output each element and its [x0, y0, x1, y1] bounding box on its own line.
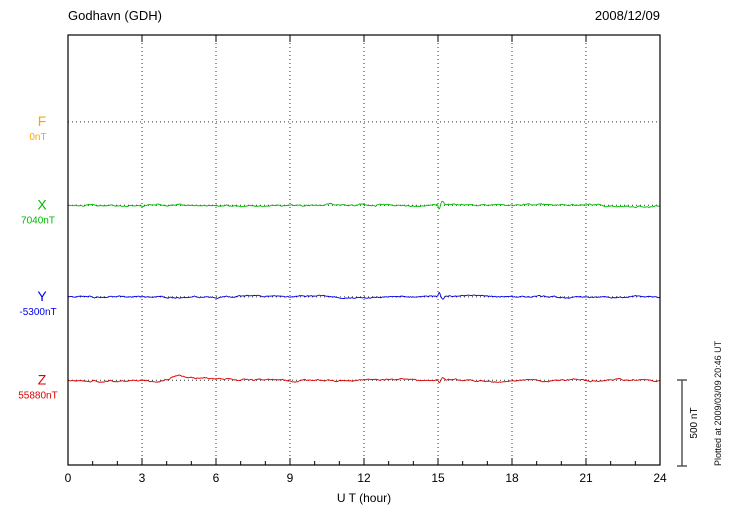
trace-Y — [67, 291, 661, 300]
scale-bar-label: 500 nT — [689, 407, 700, 438]
x-axis-title: U T (hour) — [337, 491, 391, 505]
x-tick-label: 0 — [65, 471, 72, 485]
series-label-F: F — [38, 113, 47, 129]
trace-Z — [67, 374, 661, 384]
series-offset-F: 0nT — [29, 132, 46, 143]
series-label-Z: Z — [38, 371, 47, 387]
trace-lines — [67, 200, 661, 384]
x-tick-label: 18 — [505, 471, 519, 485]
series-offset-X: 7040nT — [21, 215, 55, 226]
series-offset-Y: -5300nT — [19, 307, 56, 318]
plotted-at-note: Plotted at 2009/03/09 20:46 UT — [713, 340, 723, 466]
x-tick-label: 9 — [287, 471, 294, 485]
x-tick-label: 6 — [213, 471, 220, 485]
scale-bar: 500 nT — [677, 379, 700, 467]
x-tick-label: 15 — [431, 471, 445, 485]
date-label: 2008/12/09 — [595, 8, 660, 23]
x-axis-ticks: 0 3 6 9 12 15 18 21 24 — [65, 35, 667, 485]
x-tick-label: 24 — [653, 471, 667, 485]
plot-frame — [67, 34, 661, 466]
station-title: Godhavn (GDH) — [68, 8, 162, 23]
series-label-Y: Y — [37, 288, 47, 304]
x-tick-label: 12 — [357, 471, 371, 485]
series-offset-Z: 55880nT — [18, 390, 57, 401]
series-label-X: X — [37, 196, 47, 212]
gridlines — [68, 35, 660, 465]
x-tick-label: 3 — [139, 471, 146, 485]
channel-labels: F 0nT X 7040nT Y -5300nT Z 55880nT — [18, 113, 57, 401]
x-tick-label: 21 — [579, 471, 593, 485]
trace-X — [67, 200, 661, 210]
